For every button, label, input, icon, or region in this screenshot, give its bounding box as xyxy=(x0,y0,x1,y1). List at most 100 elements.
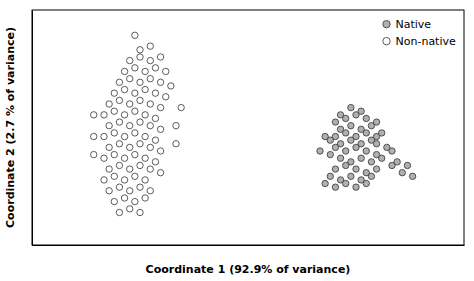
point xyxy=(343,162,349,168)
legend-symbol xyxy=(383,20,390,27)
legend-item: Non-native xyxy=(383,35,456,48)
point xyxy=(353,166,359,172)
point xyxy=(142,155,148,161)
point xyxy=(127,57,133,63)
point xyxy=(163,94,169,100)
point xyxy=(111,90,117,96)
point xyxy=(111,108,117,114)
point xyxy=(343,180,349,186)
point xyxy=(137,79,143,85)
point xyxy=(137,141,143,147)
point xyxy=(163,68,169,74)
point xyxy=(106,122,112,128)
x-axis xyxy=(33,245,465,246)
point xyxy=(121,195,127,201)
point xyxy=(137,209,143,215)
point xyxy=(101,155,107,161)
point xyxy=(363,130,369,136)
point xyxy=(353,184,359,190)
point xyxy=(379,155,385,161)
point xyxy=(157,104,163,110)
point xyxy=(157,54,163,60)
point xyxy=(152,65,158,71)
point xyxy=(379,130,385,136)
point xyxy=(353,144,359,150)
point xyxy=(152,159,158,165)
point xyxy=(116,119,122,125)
point xyxy=(121,177,127,183)
point xyxy=(327,173,333,179)
point xyxy=(116,141,122,147)
point xyxy=(399,169,405,175)
x-axis-title: Coordinate 1 (92.9% of variance) xyxy=(146,263,351,276)
point xyxy=(327,151,333,157)
point xyxy=(132,65,138,71)
point xyxy=(116,184,122,190)
point xyxy=(147,122,153,128)
point xyxy=(337,155,343,161)
point xyxy=(121,112,127,118)
point xyxy=(91,133,97,139)
point xyxy=(132,198,138,204)
point xyxy=(116,79,122,85)
point xyxy=(127,75,133,81)
series xyxy=(91,32,185,216)
legend: Native Non-native xyxy=(383,18,456,48)
point xyxy=(121,86,127,92)
point xyxy=(142,133,148,139)
point xyxy=(363,180,369,186)
point xyxy=(152,115,158,121)
point xyxy=(121,68,127,74)
point xyxy=(132,151,138,157)
point xyxy=(142,112,148,118)
point xyxy=(142,177,148,183)
point xyxy=(111,130,117,136)
point xyxy=(132,130,138,136)
point xyxy=(147,144,153,150)
point xyxy=(332,184,338,190)
point xyxy=(121,133,127,139)
point xyxy=(394,159,400,165)
point xyxy=(132,90,138,96)
point xyxy=(127,188,133,194)
point xyxy=(343,130,349,136)
point xyxy=(116,209,122,215)
point xyxy=(178,104,184,110)
point xyxy=(173,141,179,147)
point xyxy=(106,101,112,107)
point xyxy=(343,115,349,121)
point xyxy=(111,151,117,157)
point xyxy=(127,101,133,107)
point xyxy=(353,112,359,118)
point xyxy=(389,148,395,154)
point xyxy=(409,173,415,179)
point xyxy=(106,188,112,194)
points xyxy=(91,32,416,216)
point xyxy=(147,43,153,49)
point xyxy=(168,83,174,89)
point xyxy=(137,54,143,60)
point xyxy=(116,97,122,103)
point xyxy=(101,177,107,183)
point xyxy=(137,47,143,53)
point xyxy=(132,173,138,179)
point xyxy=(332,119,338,125)
point xyxy=(147,75,153,81)
point xyxy=(358,155,364,161)
legend-item: Native xyxy=(383,18,432,31)
point xyxy=(343,148,349,154)
point xyxy=(111,173,117,179)
point xyxy=(363,148,369,154)
axis-line xyxy=(32,11,33,246)
point xyxy=(322,180,328,186)
point xyxy=(106,144,112,150)
axis-line xyxy=(33,245,465,246)
point xyxy=(152,90,158,96)
point xyxy=(91,151,97,157)
point xyxy=(111,198,117,204)
point xyxy=(332,166,338,172)
point xyxy=(157,169,163,175)
point xyxy=(348,137,354,143)
point xyxy=(147,188,153,194)
point xyxy=(147,57,153,63)
